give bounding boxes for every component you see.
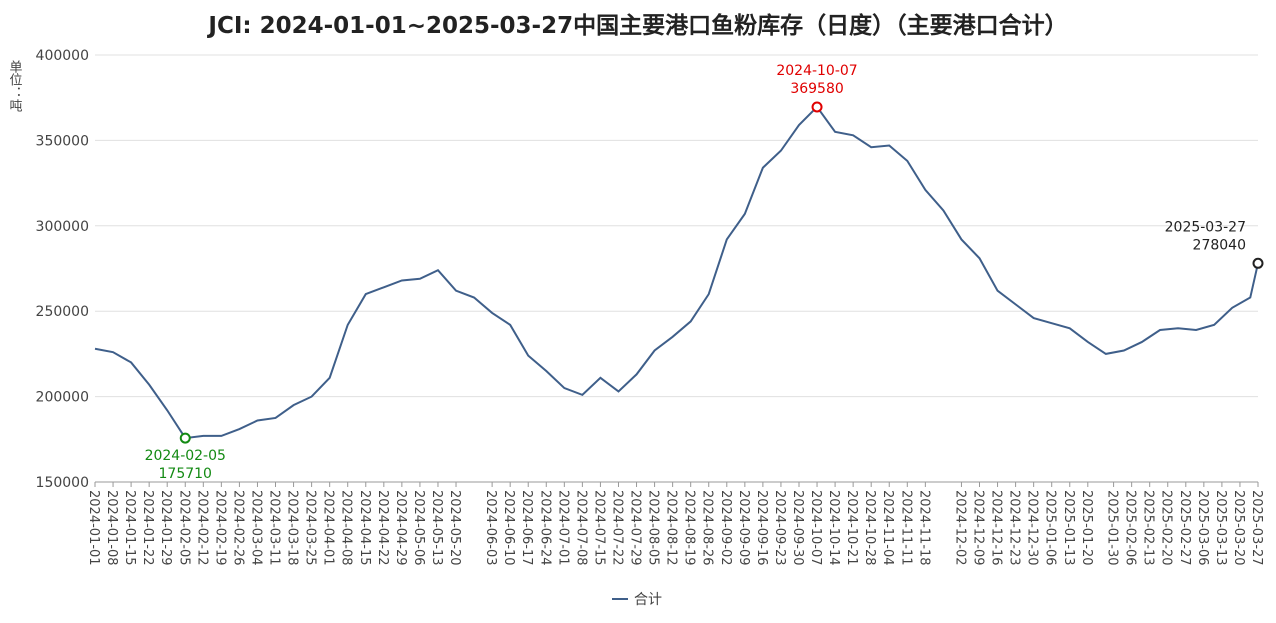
x-tick-label: 2025-02-13 <box>1141 490 1156 566</box>
annotation-date: 2024-02-05 <box>145 448 226 464</box>
x-tick-label: 2024-05-06 <box>411 490 426 566</box>
x-tick-label: 2024-01-01 <box>86 490 101 566</box>
x-tick-label: 2024-12-23 <box>1007 490 1022 566</box>
x-tick-label: 2024-12-16 <box>989 490 1004 566</box>
x-tick-label: 2024-05-20 <box>447 490 462 566</box>
annotation-value: 175710 <box>159 466 212 482</box>
x-tick-label: 2024-07-15 <box>591 490 606 566</box>
x-tick-label: 2024-10-28 <box>862 490 877 566</box>
x-tick-label: 2025-03-27 <box>1249 490 1264 566</box>
series-line <box>94 105 1259 440</box>
x-tick-label: 2024-06-03 <box>483 490 498 566</box>
x-tick-label: 2024-09-16 <box>754 490 769 566</box>
x-tick-label: 2024-08-05 <box>646 490 661 566</box>
x-tick-label: 2024-01-15 <box>122 490 137 566</box>
x-tick-label: 2025-03-20 <box>1231 490 1246 566</box>
y-tick-label: 350000 <box>36 133 89 149</box>
x-tick-label: 2025-01-06 <box>1043 490 1058 566</box>
x-tick-label: 2024-07-22 <box>609 490 624 566</box>
x-tick-label: 2024-07-29 <box>628 490 643 566</box>
x-tick-label: 2024-08-12 <box>664 490 679 566</box>
x-tick-label: 2024-03-04 <box>248 490 263 566</box>
x-tick-label: 2024-01-22 <box>140 490 155 566</box>
x-tick-label: 2024-04-08 <box>339 490 354 566</box>
y-tick-label: 150000 <box>36 475 89 491</box>
x-tick-label: 2025-01-20 <box>1079 490 1094 566</box>
annotation-date: 2025-03-27 <box>1165 219 1246 235</box>
x-tick-label: 2024-04-01 <box>321 490 336 566</box>
x-tick-label: 2024-06-10 <box>501 490 516 566</box>
x-tick-label: 2024-02-19 <box>212 490 227 566</box>
annotation-value: 278040 <box>1193 237 1246 253</box>
x-tick-label: 2024-02-12 <box>194 490 209 566</box>
x-tick-label: 2024-03-25 <box>303 490 318 566</box>
x-tick-label: 2024-11-18 <box>916 490 931 566</box>
x-tick-label: 2024-04-15 <box>357 490 372 566</box>
x-tick-label: 2024-02-05 <box>176 490 191 566</box>
x-tick-label: 2024-11-04 <box>880 490 895 566</box>
y-axis-label: 单位：吨 <box>7 60 23 112</box>
x-tick-label: 2025-02-27 <box>1177 490 1192 566</box>
legend-label: 合计 <box>634 592 662 608</box>
x-tick-label: 2024-09-23 <box>772 490 787 566</box>
annotation-marker <box>811 101 823 113</box>
x-tick-label: 2024-11-11 <box>898 490 913 566</box>
x-tick-label: 2024-10-07 <box>808 490 823 566</box>
x-tick-label: 2024-04-29 <box>393 490 408 566</box>
annotation-marker <box>179 432 191 444</box>
x-tick-label: 2025-03-13 <box>1213 490 1228 566</box>
x-tick-label: 2024-01-08 <box>104 490 119 566</box>
x-tick-label: 2024-06-24 <box>537 490 552 566</box>
annotation-value: 369580 <box>790 81 843 97</box>
x-tick-label: 2024-10-14 <box>826 490 841 566</box>
x-tick-label: 2024-05-13 <box>429 490 444 566</box>
x-tick-label: 2024-08-19 <box>682 490 697 566</box>
x-tick-label: 2024-02-26 <box>230 490 245 566</box>
x-tick-label: 2025-02-20 <box>1159 490 1174 566</box>
y-tick-label: 300000 <box>36 219 89 235</box>
x-tick-label: 2025-02-06 <box>1123 490 1138 566</box>
x-tick-label: 2024-01-29 <box>158 490 173 566</box>
x-tick-label: 2024-04-22 <box>375 490 390 566</box>
x-tick-label: 2025-01-30 <box>1105 490 1120 566</box>
x-tick-label: 2025-01-13 <box>1061 490 1076 566</box>
y-tick-label: 250000 <box>36 304 89 320</box>
x-tick-label: 2024-07-01 <box>555 490 570 566</box>
annotation-date: 2024-10-07 <box>776 63 857 79</box>
x-tick-label: 2024-10-21 <box>844 490 859 566</box>
x-tick-label: 2024-06-17 <box>519 490 534 566</box>
x-tick-label: 2024-03-18 <box>285 490 300 566</box>
x-tick-label: 2024-12-02 <box>952 490 967 566</box>
x-tick-label: 2024-12-09 <box>970 490 985 566</box>
x-tick-label: 2025-03-06 <box>1195 490 1210 566</box>
chart-title: JCI: 2024-01-01~2025-03-27中国主要港口鱼粉库存（日度）… <box>206 12 1067 39</box>
x-tick-label: 2024-08-26 <box>700 490 715 566</box>
x-tick-label: 2024-09-30 <box>790 490 805 566</box>
x-tick-label: 2024-12-30 <box>1025 490 1040 566</box>
x-tick-label: 2024-09-02 <box>718 490 733 566</box>
x-tick-label: 2024-03-11 <box>267 490 282 566</box>
x-tick-label: 2024-07-08 <box>573 490 588 566</box>
y-tick-label: 400000 <box>36 48 89 64</box>
annotation-marker <box>1252 257 1264 269</box>
y-tick-label: 200000 <box>36 390 89 406</box>
x-tick-label: 2024-09-09 <box>736 490 751 566</box>
